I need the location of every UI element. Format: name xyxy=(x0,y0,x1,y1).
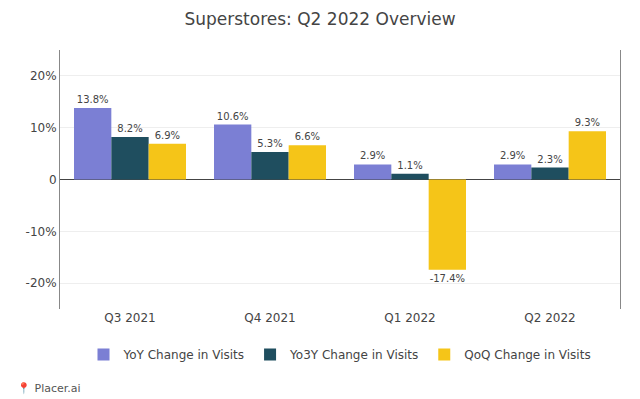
svg-text:2.9%: 2.9% xyxy=(360,150,385,161)
svg-text:YoY Change in Visits: YoY Change in Visits xyxy=(123,348,245,362)
svg-text:10%: 10% xyxy=(30,121,57,135)
svg-text:2.3%: 2.3% xyxy=(537,154,562,165)
svg-text:8.2%: 8.2% xyxy=(117,123,142,134)
svg-text:20%: 20% xyxy=(30,69,57,83)
svg-text:Q4 2021: Q4 2021 xyxy=(244,311,295,325)
svg-text:9.3%: 9.3% xyxy=(575,117,600,128)
svg-text:-20%: -20% xyxy=(26,276,57,290)
svg-text:10.6%: 10.6% xyxy=(217,111,249,122)
svg-text:6.6%: 6.6% xyxy=(295,131,320,142)
svg-text:Q3 2021: Q3 2021 xyxy=(104,311,155,325)
svg-text:13.8%: 13.8% xyxy=(77,94,109,105)
svg-text:-10%: -10% xyxy=(26,225,57,239)
svg-text:Yo3Y Change in Visits: Yo3Y Change in Visits xyxy=(289,348,418,362)
svg-text:QoQ Change in Visits: QoQ Change in Visits xyxy=(464,348,590,362)
svg-text:5.3%: 5.3% xyxy=(257,138,282,149)
svg-text:0: 0 xyxy=(49,173,57,187)
svg-text:Q2 2022: Q2 2022 xyxy=(524,311,575,325)
svg-text:6.9%: 6.9% xyxy=(155,130,180,141)
svg-text:-17.4%: -17.4% xyxy=(430,273,465,284)
svg-text:1.1%: 1.1% xyxy=(397,160,422,171)
svg-text:Q1 2022: Q1 2022 xyxy=(384,311,435,325)
svg-text:📍 Placer.ai: 📍 Placer.ai xyxy=(17,382,81,395)
svg-text:Superstores: Q2 2022 Overview: Superstores: Q2 2022 Overview xyxy=(184,9,455,29)
svg-text:2.9%: 2.9% xyxy=(500,150,525,161)
